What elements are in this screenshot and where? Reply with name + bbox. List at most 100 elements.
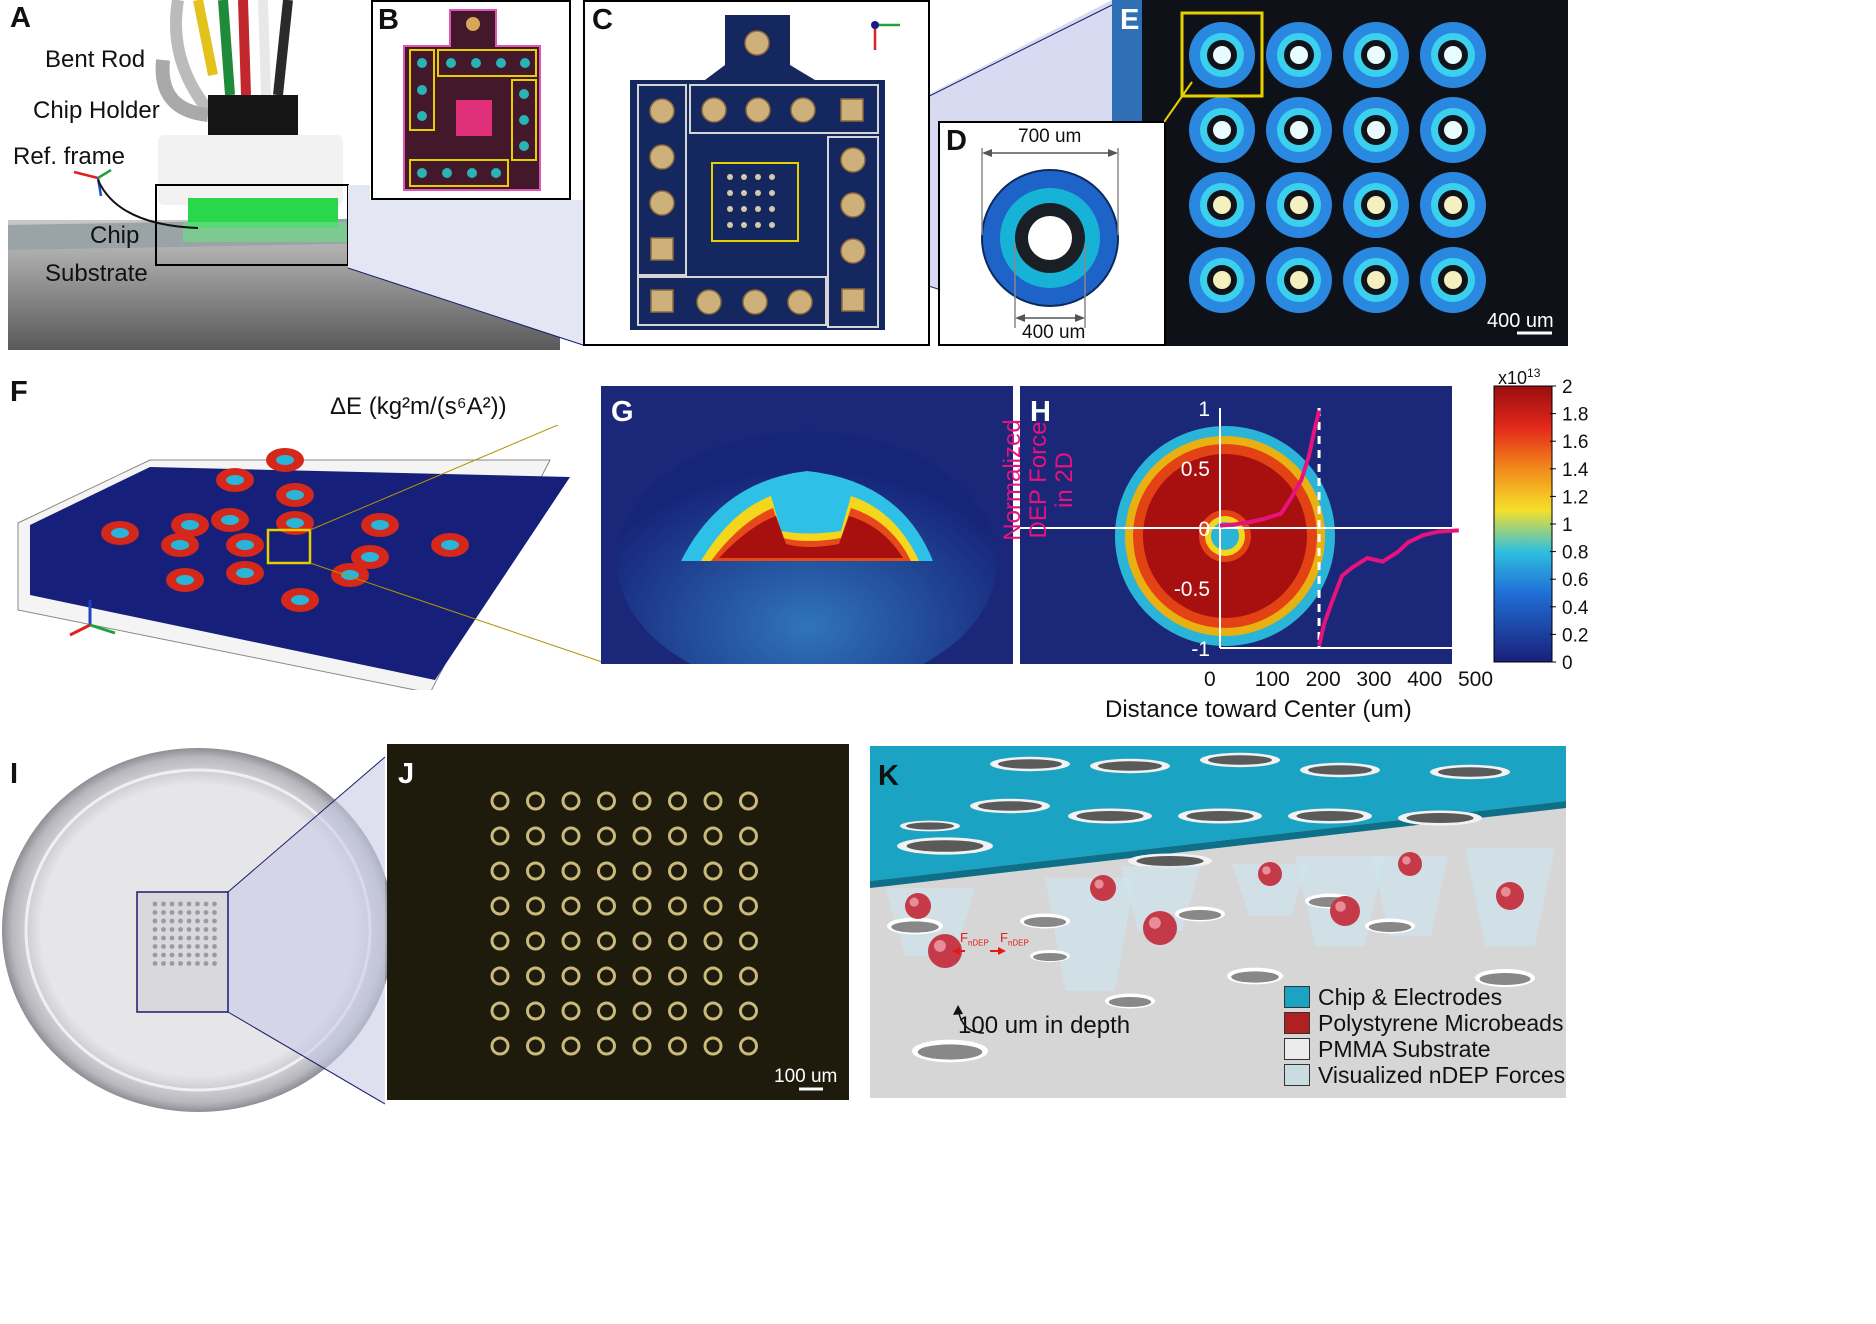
electrode-center (1444, 121, 1462, 139)
dish-well (212, 944, 217, 949)
panel-label-j: J (398, 758, 415, 790)
y-tick-label: -1 (1191, 638, 1210, 661)
microwell (597, 931, 616, 951)
dish-well (169, 935, 175, 941)
field-hotspot-center (176, 575, 194, 585)
dish-well (186, 918, 192, 924)
microwell (597, 791, 616, 811)
dish-well (169, 927, 175, 932)
scalebar-j: 100 um (774, 1066, 838, 1087)
field-hotspot-center (276, 455, 294, 465)
dish-well (169, 952, 175, 958)
dish-well (212, 927, 217, 932)
force-label-left-main: F (960, 930, 968, 945)
dish-well (203, 910, 209, 915)
electrode-center (1213, 196, 1231, 214)
dish-well (152, 961, 158, 966)
dish-well (169, 961, 175, 966)
dish-well (161, 944, 166, 949)
microwell (703, 931, 723, 951)
dep-force-chart: 1 0.5 0 -0.5 -1 (1020, 386, 1490, 664)
dish-well (195, 918, 200, 924)
ndep-force-cone (1045, 878, 1135, 991)
microwell (739, 861, 758, 881)
microwell (739, 826, 758, 846)
microwell (561, 861, 581, 881)
microwell (703, 1001, 723, 1021)
microwell (632, 1036, 652, 1056)
chip-hole-inner (1308, 765, 1372, 775)
legend-label-1: Polystyrene Microbeads (1318, 1010, 1564, 1036)
chip-hole-inner (1208, 755, 1272, 765)
field-hotspot-center (286, 490, 304, 500)
microbead-highlight (1148, 916, 1161, 929)
x-tick-label: 200 (1305, 668, 1341, 691)
dish-well (186, 952, 192, 958)
y-tick-label: 1 (1198, 398, 1210, 421)
ndep-force-cone (1232, 864, 1308, 916)
dish-well (195, 927, 200, 932)
microwell (668, 826, 687, 846)
field-hotspot-center (361, 552, 379, 562)
microwell (632, 826, 652, 846)
microbead (1143, 911, 1177, 945)
electrode-array-photo (1112, 0, 1568, 346)
dish-well (169, 901, 175, 907)
microwell (739, 1001, 758, 1021)
dish-well (161, 927, 166, 932)
microwell (739, 931, 758, 951)
force-label-left-sub: nDEP (967, 938, 989, 948)
dish-well (161, 952, 166, 958)
dim-inner-d: 400 um (1022, 322, 1086, 343)
electrode-center (1367, 46, 1385, 64)
microwell (668, 791, 687, 811)
panel-label-b: B (378, 4, 399, 36)
colorbar-tick-label: 0 (1562, 653, 1573, 674)
colorbar-tick-label: 0.4 (1562, 598, 1589, 619)
dish-well (186, 935, 192, 941)
chip-hole-inner (1186, 810, 1254, 822)
colorbar-tick-label: 1 (1562, 515, 1573, 536)
microbead (1090, 875, 1116, 901)
x-tick-label: 100 (1254, 668, 1290, 691)
dish-well (161, 901, 166, 907)
microwell (490, 966, 510, 986)
field-hotspot-center (111, 528, 129, 538)
dish-well (203, 952, 209, 958)
microbead (905, 893, 931, 919)
dish-well (152, 952, 158, 958)
dish-well (212, 935, 217, 941)
microwell (490, 931, 510, 951)
substrate-well-inner (1108, 997, 1152, 1007)
microbead (1258, 862, 1282, 886)
dish-well (212, 901, 217, 907)
colorbar-tick-label: 1.4 (1562, 460, 1589, 481)
label-bent-rod: Bent Rod (45, 46, 146, 73)
force-arrow-left-head (952, 947, 960, 955)
microwell (703, 896, 723, 916)
zoom-connector-d (1164, 81, 1193, 123)
microbead (1496, 882, 1524, 910)
chart-xlabel: Distance toward Center (um) (1105, 696, 1412, 723)
microwell (739, 966, 758, 986)
field-hotspot-center (371, 520, 389, 530)
dish-well (195, 935, 200, 941)
dish-well (195, 910, 200, 915)
microbead-highlight (1402, 856, 1411, 865)
microwell (597, 826, 616, 846)
dish-well (178, 961, 183, 966)
electrode-center (1290, 196, 1308, 214)
microwell (490, 791, 510, 811)
dish-well (212, 961, 217, 966)
chip-hole-inner (1296, 810, 1364, 822)
microwell (526, 896, 545, 916)
dish-well (212, 918, 217, 924)
microwell (490, 861, 510, 881)
microwell (739, 791, 758, 811)
microwell (526, 1036, 545, 1056)
force-arrow-right-head (998, 947, 1006, 955)
colorbar-tick-label: 2 (1562, 377, 1573, 398)
dish-well (186, 910, 192, 915)
electrode-center (1444, 271, 1462, 289)
microwell (561, 896, 581, 916)
